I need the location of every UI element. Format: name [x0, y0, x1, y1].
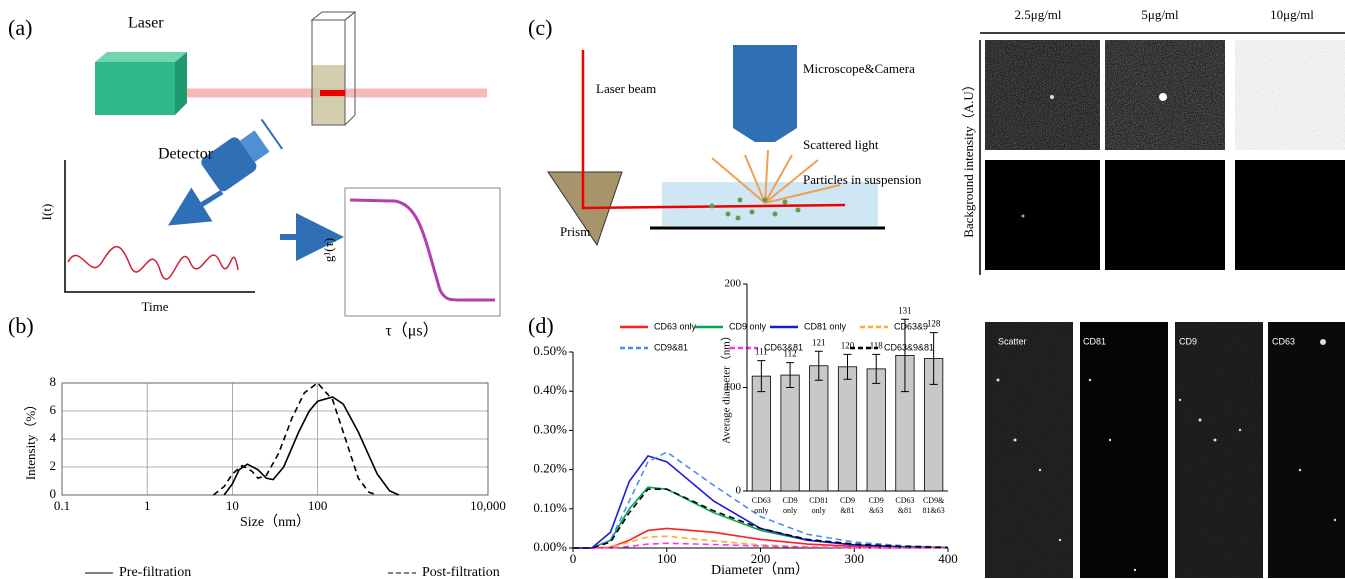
series-line: [573, 454, 949, 549]
label: Particles in suspension: [803, 172, 922, 187]
y-tick-label: 2: [50, 458, 57, 473]
error-bar: [872, 353, 881, 384]
bar: [866, 368, 886, 492]
column-label: 10μg/ml: [1270, 7, 1314, 22]
value-label: 120: [841, 340, 855, 350]
y-tick-label: 0.40%: [533, 382, 567, 397]
value-label: 128: [927, 319, 941, 329]
legend-label: CD9&81: [654, 342, 688, 352]
x-tick-label: 0.1: [54, 498, 70, 513]
label: I(t): [39, 204, 54, 221]
label: Time: [142, 299, 169, 314]
error-bar: [843, 353, 852, 380]
y-axis-label: Average diameter（nm）: [720, 330, 733, 444]
y-tick-label: 0: [50, 486, 57, 501]
error-bar: [900, 318, 909, 393]
x-axis-label: Diameter（nm）: [711, 562, 809, 578]
label: τ（μs）: [385, 322, 438, 340]
x-tick-label: 100: [308, 498, 328, 513]
y-tick-label: 0.30%: [533, 421, 567, 436]
y-tick-label: 0: [736, 485, 742, 497]
series-line: [573, 451, 949, 549]
series-line: [223, 396, 400, 496]
x-tick-label: CD9& 81&63: [923, 496, 946, 515]
legend-label: CD9 only: [729, 321, 767, 331]
x-tick-label: 1: [144, 498, 151, 513]
value-label: 112: [783, 349, 796, 359]
error-bar: [929, 332, 938, 385]
legend-label: Pre-filtration: [119, 565, 191, 579]
bar: [780, 374, 800, 492]
legend-label: CD63&9: [894, 321, 928, 331]
series-line: [213, 381, 378, 496]
label: Laser: [128, 15, 164, 32]
panel-label: (d): [528, 313, 554, 338]
x-tick-label: 0: [570, 551, 577, 566]
legend-label: CD63&9&81: [884, 342, 934, 352]
error-bar: [786, 362, 795, 388]
legend-label: CD63 only: [654, 321, 697, 331]
diagram-c: Laser beam Microscope&Camera Scattered l…: [547, 45, 922, 247]
column-label: 5μg/ml: [1141, 7, 1179, 22]
x-tick-label: 300: [845, 551, 865, 566]
x-tick-label: 400: [938, 551, 958, 566]
column-label: 2.5μg/ml: [1014, 7, 1061, 22]
x-tick-label: CD9 &63: [869, 496, 884, 515]
y-tick-label: 0.20%: [533, 461, 567, 476]
legend-label: CD63&81: [764, 342, 803, 352]
image-label: CD81: [1083, 336, 1106, 346]
bar: [751, 375, 771, 492]
diagram-a: Laser Detector I(t) Time g¹(τ) τ（μs）: [39, 11, 501, 340]
x-tick-label: 200: [751, 551, 771, 566]
x-tick-label: 10,000: [470, 498, 506, 513]
x-tick-label: CD63 only: [752, 496, 771, 515]
y-tick-label: 100: [725, 381, 742, 393]
legend-label: Post-filtration: [422, 565, 500, 579]
y-tick-label: 0.10%: [533, 500, 567, 515]
plot-frame: [61, 382, 489, 496]
x-tick-label: CD9 &81: [840, 496, 855, 515]
image-label: CD63: [1272, 336, 1295, 346]
bar: [837, 366, 858, 492]
label: Laser beam: [596, 81, 656, 96]
series-line: [573, 542, 948, 549]
y-tick-label: 4: [50, 430, 57, 445]
y-tick-label: 6: [50, 402, 57, 417]
bar: [809, 365, 829, 492]
value-label: 121: [812, 337, 826, 347]
x-axis-label: Size（nm）: [240, 514, 310, 530]
label: Detector: [158, 146, 214, 163]
x-tick-label: CD81 only: [809, 496, 828, 515]
series-line: [573, 488, 949, 549]
x-tick-label: 100: [657, 551, 677, 566]
y-tick-label: 200: [725, 278, 742, 290]
label: Prism: [560, 224, 590, 239]
x-tick-label: 10: [226, 498, 239, 513]
label: g¹(τ): [321, 238, 336, 262]
axis-label: Background intensity（A.U）: [961, 78, 976, 238]
y-tick-label: 8: [50, 374, 57, 389]
error-bar: [757, 360, 766, 393]
y-tick-label: 0.50%: [533, 343, 567, 358]
panel-label: (c): [528, 15, 552, 40]
value-label: 111: [755, 347, 768, 357]
label: Microscope&Camera: [803, 61, 915, 76]
error-bar: [814, 350, 823, 381]
series-line: [573, 527, 949, 549]
image-label: CD9: [1179, 336, 1197, 346]
label: Scattered light: [803, 137, 879, 152]
value-label: 131: [898, 305, 912, 315]
panel-label: (b): [8, 313, 34, 338]
y-axis-label: Intensity（%）: [23, 398, 38, 480]
x-tick-label: CD9 only: [783, 496, 798, 515]
image-grid: 2.5μg/ml 5μg/ml 10μg/ml Background inten…: [961, 7, 1345, 275]
legend-label: CD81 only: [804, 321, 847, 331]
image-label: Scatter: [998, 336, 1027, 346]
y-tick-label: 0.00%: [533, 539, 567, 554]
value-label: 118: [870, 340, 884, 350]
image-strip: Scatter CD81 CD9 CD63: [985, 322, 1345, 578]
panel-label: (a): [8, 15, 32, 40]
x-tick-label: CD63 &81: [895, 496, 914, 515]
